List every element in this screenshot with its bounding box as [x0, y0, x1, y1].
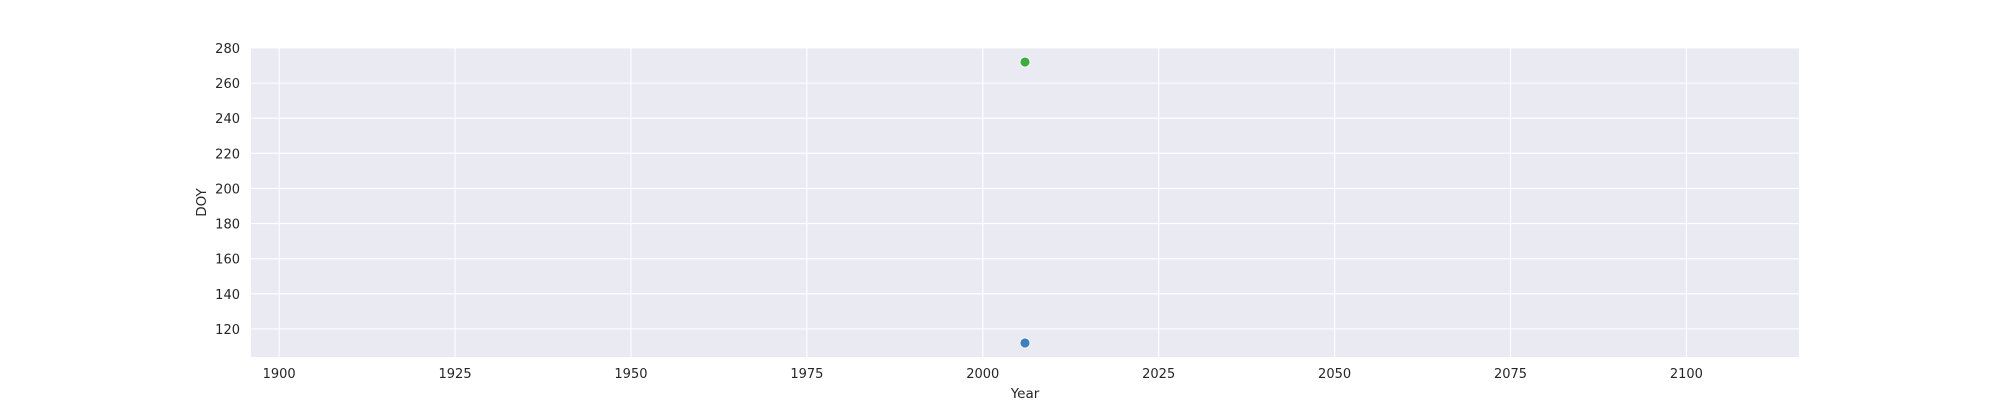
x-tick-label: 2100	[1670, 367, 1703, 382]
y-tick-label: 180	[215, 218, 240, 233]
y-tick-label: 220	[215, 147, 240, 162]
y-tick-labels: 120 140 160 180 200 220 240 260 280	[215, 42, 240, 338]
x-tick-label: 2075	[1494, 367, 1527, 382]
data-points	[1019, 56, 1031, 349]
y-tick-label: 260	[215, 77, 240, 92]
x-tick-label: 2025	[1142, 367, 1175, 382]
x-tick-label: 2000	[966, 367, 999, 382]
data-point	[1019, 56, 1031, 68]
x-tick-label: 1900	[263, 367, 296, 382]
data-point	[1019, 337, 1031, 349]
y-tick-label: 160	[215, 253, 240, 268]
x-tick-label: 1975	[790, 367, 823, 382]
y-tick-label: 240	[215, 112, 240, 127]
x-tick-label: 2050	[1318, 367, 1351, 382]
x-tick-label: 1950	[614, 367, 647, 382]
x-tick-label: 1925	[439, 367, 472, 382]
y-tick-label: 120	[215, 323, 240, 338]
x-tick-labels: 1900 1925 1950 1975 2000 2025 2050 2075 2100	[263, 367, 1703, 382]
x-axis-label: Year	[1010, 386, 1040, 400]
plot-area	[251, 48, 1799, 357]
y-axis-label: DOY	[194, 187, 210, 216]
y-tick-label: 200	[215, 182, 240, 197]
y-tick-label: 280	[215, 42, 240, 57]
y-tick-label: 140	[215, 288, 240, 303]
grid-lines	[251, 47, 1799, 357]
